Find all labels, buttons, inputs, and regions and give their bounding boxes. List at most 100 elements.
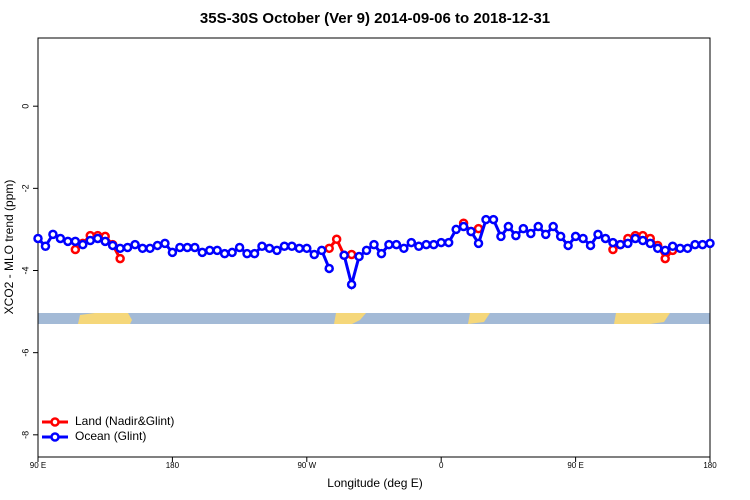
data-point (697, 239, 708, 250)
data-point (33, 233, 43, 244)
data-point (540, 229, 551, 240)
y-tick-label: 0 (20, 104, 30, 109)
chart-title: 35S-30S October (Ver 9) 2014-09-06 to 20… (200, 10, 550, 27)
data-point (548, 221, 558, 232)
y-tick-label: -2 (20, 184, 30, 192)
data-point (324, 263, 334, 274)
y-tick-label: -8 (20, 431, 30, 439)
data-point (63, 236, 73, 247)
legend-marker (50, 432, 60, 442)
data-point (652, 243, 663, 254)
data-point (578, 233, 588, 244)
data-point (630, 233, 641, 244)
data-point (78, 239, 88, 250)
data-point (152, 240, 163, 251)
data-point (436, 237, 446, 248)
data-point (122, 242, 133, 253)
data-point (302, 243, 312, 254)
x-tick-label: 180 (166, 461, 180, 470)
legend-marker (50, 417, 60, 427)
data-point (55, 233, 66, 244)
data-point (100, 236, 110, 247)
data-point (346, 279, 357, 290)
data-point (287, 241, 297, 252)
data-point (346, 249, 357, 260)
data-point (361, 245, 372, 256)
data-point (70, 244, 81, 255)
data-point (473, 238, 484, 249)
data-point (316, 245, 327, 256)
data-point (279, 241, 290, 252)
data-point (660, 245, 670, 256)
data-point (451, 224, 461, 235)
data-point (705, 238, 715, 249)
data-point (331, 234, 342, 245)
data-point (294, 243, 305, 254)
x-tick-label: 0 (439, 461, 444, 470)
data-point (496, 231, 506, 242)
x-tick-label: 90 W (297, 461, 316, 470)
x-tick-label: 180 (703, 461, 717, 470)
data-point (443, 237, 454, 248)
data-point (563, 240, 573, 251)
data-point (137, 243, 148, 254)
data-point (70, 236, 81, 247)
data-point (264, 243, 275, 254)
map-strip (38, 313, 710, 324)
data-point (204, 245, 215, 256)
data-point (175, 242, 185, 253)
data-point (414, 241, 424, 252)
data-point (257, 241, 267, 252)
data-point (623, 238, 633, 249)
data-point (107, 240, 118, 251)
y-tick-label: -6 (20, 349, 30, 357)
data-point (324, 243, 334, 254)
data-point (600, 233, 611, 244)
data-point (227, 247, 237, 258)
data-point (488, 214, 499, 225)
x-tick-label: 90 E (567, 461, 583, 470)
data-point (406, 237, 417, 248)
data-point (585, 240, 596, 251)
data-point (115, 243, 125, 254)
data-point (92, 233, 103, 244)
data-point (190, 242, 200, 253)
data-point (421, 239, 432, 250)
data-point (518, 223, 529, 234)
data-point (339, 250, 349, 261)
data-point (376, 248, 387, 259)
data-point (160, 238, 170, 249)
data-point (197, 247, 208, 258)
data-point (48, 229, 58, 240)
data-point (608, 237, 618, 248)
data-point (638, 235, 648, 246)
data-point (391, 239, 402, 250)
data-point (212, 245, 222, 256)
data-point (272, 245, 282, 256)
legend-label: Ocean (Glint) (75, 429, 146, 443)
data-point (458, 221, 469, 232)
data-point (115, 253, 125, 264)
data-point (242, 248, 252, 259)
y-axis-label: XCO2 - MLO trend (ppm) (2, 180, 16, 315)
data-point (481, 214, 491, 225)
data-point (526, 228, 536, 239)
data-point (555, 231, 566, 242)
data-point (145, 243, 155, 254)
data-point (40, 241, 51, 252)
x-tick-label: 90 E (30, 461, 46, 470)
data-point (384, 239, 394, 250)
data-point (667, 241, 678, 252)
data-point (690, 239, 700, 250)
data-point (593, 229, 603, 240)
data-point (399, 243, 409, 254)
data-point (511, 230, 521, 241)
data-point (645, 238, 656, 249)
data-point (533, 221, 544, 232)
data-point (309, 249, 320, 260)
data-point (675, 243, 685, 254)
data-point (682, 243, 693, 254)
data-point (219, 248, 230, 259)
data-point (428, 239, 439, 250)
